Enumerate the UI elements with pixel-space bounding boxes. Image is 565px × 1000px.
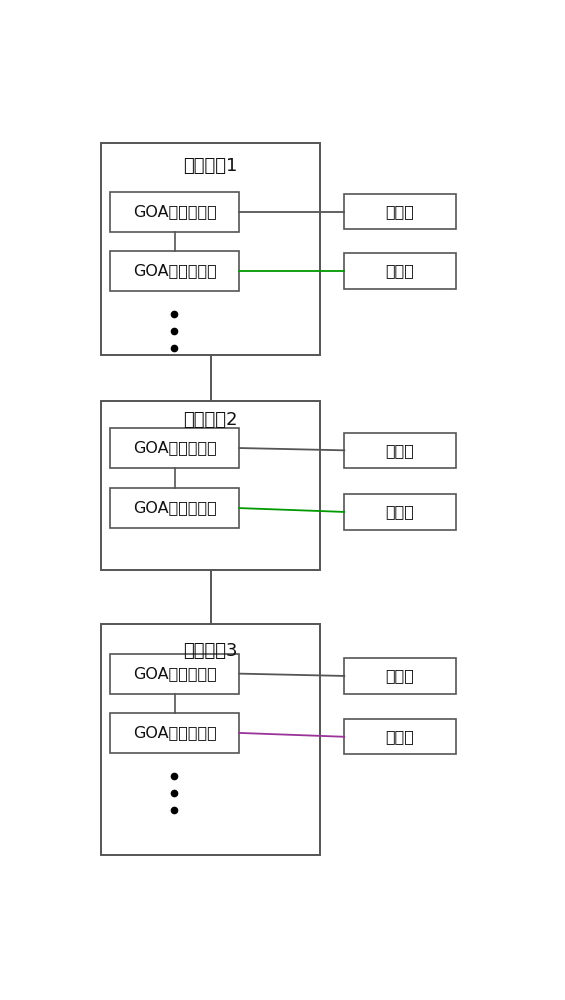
Text: GOA驱动子单元: GOA驱动子单元: [133, 263, 216, 278]
Bar: [344, 433, 456, 468]
Text: 后段电路3: 后段电路3: [184, 642, 238, 660]
Bar: [110, 192, 239, 232]
Bar: [110, 488, 239, 528]
Text: 板极线: 板极线: [386, 668, 415, 683]
Bar: [344, 494, 456, 530]
Text: 板极线: 板极线: [386, 729, 415, 744]
Bar: [344, 719, 456, 754]
Bar: [344, 253, 456, 289]
Bar: [344, 194, 456, 229]
Text: 板极线: 板极线: [386, 204, 415, 219]
Text: 板极线: 板极线: [386, 263, 415, 278]
Text: 板极线: 板极线: [386, 443, 415, 458]
Bar: [110, 251, 239, 291]
Bar: [110, 428, 239, 468]
Bar: [101, 624, 320, 855]
Bar: [344, 658, 456, 694]
Bar: [110, 654, 239, 694]
Text: 前段电路1: 前段电路1: [184, 157, 238, 175]
Text: GOA驱动子单元: GOA驱动子单元: [133, 441, 216, 456]
Text: GOA驱动子单元: GOA驱动子单元: [133, 204, 216, 219]
Text: GOA驱动子单元: GOA驱动子单元: [133, 725, 216, 740]
Text: 板极线: 板极线: [386, 504, 415, 519]
Bar: [101, 401, 320, 570]
Bar: [110, 713, 239, 753]
Bar: [101, 143, 320, 355]
Text: GOA驱动子单元: GOA驱动子单元: [133, 666, 216, 681]
Text: 中段电路2: 中段电路2: [184, 411, 238, 429]
Text: GOA驱动子单元: GOA驱动子单元: [133, 501, 216, 516]
